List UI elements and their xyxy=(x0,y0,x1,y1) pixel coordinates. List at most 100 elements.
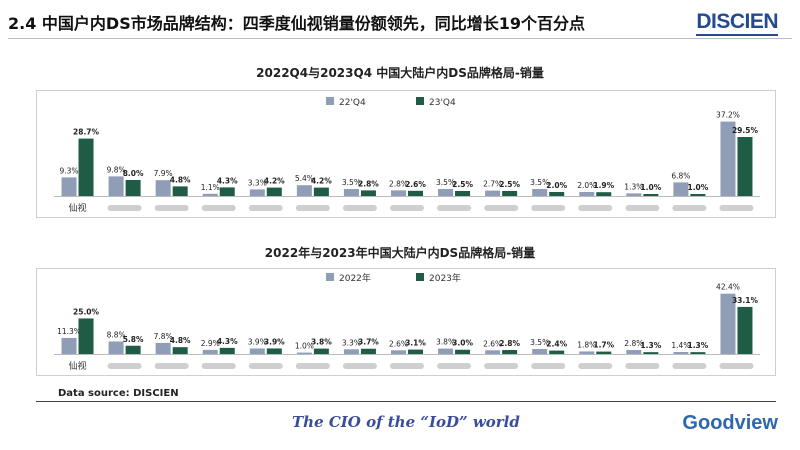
data-label: 33.1% xyxy=(732,296,759,305)
data-label: 8.0% xyxy=(123,169,144,178)
bar xyxy=(202,349,218,354)
bar xyxy=(172,186,188,196)
bar xyxy=(673,352,689,354)
data-label: 7.8% xyxy=(154,332,173,341)
blurred-brand-label xyxy=(342,363,377,369)
legend-label: 2022年 xyxy=(339,272,371,284)
legend-label: 23'Q4 xyxy=(429,98,456,108)
blurred-brand-label xyxy=(295,205,330,211)
bar xyxy=(455,349,471,354)
bar xyxy=(690,352,706,354)
legend-swatch xyxy=(326,273,334,281)
data-label: 1.7% xyxy=(593,341,614,350)
chart-1-quarterly-share: 22'Q4 23'Q4 9.3% 28.7% 仙视 9.8%8.0% 7.9%4.8% 1.1… xyxy=(36,90,776,218)
bar xyxy=(720,293,736,354)
bar xyxy=(643,194,659,196)
data-label: 3.5% xyxy=(436,178,455,187)
data-label: 3.0% xyxy=(452,339,473,348)
blurred-brand-label xyxy=(578,205,613,211)
data-label: 2.6% xyxy=(389,339,408,348)
chart-1-title: 2022Q4与2023Q4 中国大陆户内DS品牌格局-销量 xyxy=(256,66,544,80)
data-label: 2.6% xyxy=(483,339,502,348)
bar xyxy=(579,192,595,196)
data-label: 4.3% xyxy=(217,337,238,346)
bar xyxy=(502,350,518,354)
data-label: 4.8% xyxy=(170,336,191,345)
page-title: 2.4 中国户内DS市场品牌结构：四季度仙视销量份额领先，同比增长19个百分点 xyxy=(8,14,585,33)
legend-swatch xyxy=(416,97,424,105)
bar xyxy=(502,191,518,196)
data-label: 4.2% xyxy=(311,177,332,186)
data-label: 37.2% xyxy=(716,111,740,120)
bar xyxy=(690,194,706,196)
data-label: 2.8% xyxy=(499,339,520,348)
bar xyxy=(532,349,548,354)
bar xyxy=(202,193,218,196)
data-label: 5.4% xyxy=(295,174,314,183)
blurred-brand-label xyxy=(625,205,660,211)
bar xyxy=(438,189,454,196)
chart-2-title: 2022年与2023年中国大陆户内DS品牌格局-销量 xyxy=(264,246,536,260)
bar xyxy=(596,351,612,354)
legend: 22'Q4 23'Q4 xyxy=(326,97,456,108)
data-label: 1.0% xyxy=(295,342,314,351)
data-label: 2.6% xyxy=(405,180,426,189)
bar xyxy=(408,190,423,196)
bar xyxy=(485,190,501,196)
bar xyxy=(155,180,171,196)
blurred-brand-label xyxy=(484,205,519,211)
bar xyxy=(626,350,642,354)
chart-1-frame xyxy=(36,90,776,218)
bar xyxy=(485,350,501,354)
legend-label: 22'Q4 xyxy=(339,98,366,108)
bar xyxy=(219,347,235,354)
bar xyxy=(313,348,329,354)
bar xyxy=(673,182,689,196)
blurred-brand-label xyxy=(625,363,660,369)
data-label: 8.8% xyxy=(107,330,126,339)
blurred-brand-label xyxy=(719,363,754,369)
data-label: 7.9% xyxy=(154,169,173,178)
blurred-brand-label xyxy=(437,205,472,211)
data-label: 11.3% xyxy=(57,327,81,336)
bar xyxy=(172,347,188,354)
data-label: 3.8% xyxy=(311,338,332,347)
bar xyxy=(61,177,77,196)
chart-2-annual-share: 2022年 2023年 11.3% 25.0% 仙视 8.8%5.8% 7.8%4.8% 2.… xyxy=(36,268,776,376)
blurred-brand-label xyxy=(107,205,142,211)
blurred-brand-label xyxy=(578,363,613,369)
blurred-brand-label xyxy=(342,205,377,211)
blurred-brand-label xyxy=(531,205,566,211)
data-label: 2.5% xyxy=(499,180,520,189)
legend-label: 2023年 xyxy=(429,272,461,284)
bar xyxy=(532,189,548,196)
bar xyxy=(155,342,171,354)
blurred-brand-label xyxy=(201,363,236,369)
bar xyxy=(108,341,124,354)
bar xyxy=(78,138,94,196)
bar xyxy=(78,318,94,354)
bar xyxy=(391,190,406,196)
data-label: 2.8% xyxy=(358,179,379,188)
data-label: 1.3% xyxy=(687,341,708,350)
bar xyxy=(579,351,595,354)
blurred-brand-label xyxy=(672,363,707,369)
data-label: 4.2% xyxy=(264,177,285,186)
data-label: 25.0% xyxy=(73,307,100,316)
bar xyxy=(408,349,423,354)
data-label: 3.3% xyxy=(342,338,361,347)
data-label: 42.4% xyxy=(716,283,740,292)
tagline: The CIO of the “IoD” world xyxy=(292,413,520,431)
blurred-brand-label xyxy=(437,363,472,369)
data-label: 1.1% xyxy=(201,183,220,192)
data-label: 4.3% xyxy=(217,176,238,185)
bar xyxy=(596,192,612,196)
bar xyxy=(266,187,282,196)
bar xyxy=(549,192,565,196)
legend-swatch xyxy=(416,273,424,281)
category-label: 仙视 xyxy=(69,202,87,214)
bar xyxy=(455,191,471,196)
data-label: 9.8% xyxy=(107,165,126,174)
footer-divider xyxy=(36,401,776,402)
legend-swatch xyxy=(326,97,334,105)
